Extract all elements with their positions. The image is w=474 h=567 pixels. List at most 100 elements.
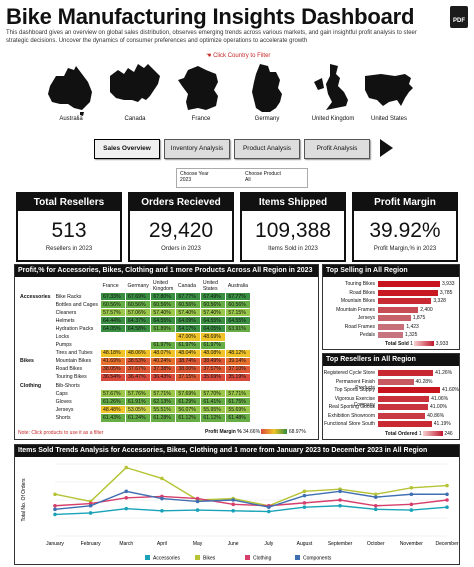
pdf-export-button[interactable]: PDF [450, 6, 468, 28]
heatmap-cell: 48.48% [99, 405, 126, 415]
series-point [124, 489, 129, 494]
bar-row[interactable]: Registered Cycle Store 41.26% [323, 370, 459, 377]
heatmap-cell: 36.54% [99, 372, 126, 383]
legend-label: Clothing [253, 556, 272, 562]
trend-panel: Items Sold Trends Analysis for Accessori… [14, 444, 460, 565]
series-point [409, 485, 414, 490]
y-axis-label: Total No. Of Orders [21, 478, 27, 522]
heatmap-cell: 64.55% [200, 316, 227, 326]
series-line [54, 490, 447, 511]
heatmap-product[interactable]: Gloves [52, 397, 101, 407]
heatmap-row[interactable]: Touring Bikes 36.54% 36.47% 36.43% 37.15% 35.… [17, 372, 252, 383]
heatmap-product[interactable]: Caps [52, 389, 101, 399]
heatmap-row[interactable]: Hydration Packs 64.05% 64.58% 61.89% 64.17% 6… [17, 324, 252, 334]
heatmap-category [17, 389, 54, 399]
country-canada[interactable]: Canada [108, 62, 162, 122]
bar-row[interactable]: Functional Store South 41.19% [323, 421, 459, 428]
heatmap-product[interactable]: Tires and Tubes [52, 348, 101, 358]
filter-hint: ☚ Click Country to Filter [206, 53, 271, 59]
bar-value: 3,328 [433, 298, 446, 304]
heatmap-product[interactable]: Locks [52, 332, 101, 342]
bar-value: 41.26% [435, 370, 453, 376]
series-point [373, 492, 378, 497]
series-line [54, 505, 448, 516]
bar-row[interactable]: Exhibition Showroom 40.86% [323, 412, 459, 420]
heatmap-product[interactable]: Shorts [52, 413, 101, 423]
bar-label: Registered Cycle Store [323, 370, 375, 376]
tab-inventory-analysis[interactable]: Inventory Analysis [164, 139, 230, 159]
heatmap-row[interactable]: Cleaners 57.57% 57.06% 57.40% 57.40% 57.40% 57… [17, 308, 252, 318]
series-point [160, 509, 164, 513]
top-resellers-title: Top Resellers in All Region [323, 354, 459, 366]
country-france[interactable]: France [174, 62, 228, 122]
heatmap-row[interactable]: Helmets 64.44% 64.37% 64.55% 64.09% 64.55% 64.… [17, 316, 252, 326]
bar-row[interactable]: Permanent Finish Products 40.28% [323, 378, 459, 391]
tab-profit-analysis[interactable]: Profit Analysis [304, 139, 370, 159]
country-united-states[interactable]: United States [360, 62, 418, 122]
heatmap-product[interactable]: Hydration Packs [52, 324, 101, 334]
bar-row[interactable]: Road Bikes 3,785 [323, 289, 459, 297]
heatmap-product[interactable]: Bottles and Cages [52, 300, 101, 310]
heatmap-row[interactable]: Tires and Tubes 48.18% 48.06% 48.07% 48.04% 4… [17, 348, 252, 358]
bar-row[interactable]: Real Sporting Goods 41.00% [323, 404, 459, 411]
heatmap-product[interactable]: Touring Bikes [52, 372, 101, 383]
heatmap-row[interactable]: Caps 57.67% 57.76% 57.71% 57.69% 57.70% 57.71% [17, 389, 252, 399]
top-selling-legend: Total Sold 1 3,933 [385, 341, 449, 347]
country-united-kingdom[interactable]: United Kingdom [304, 62, 362, 122]
heatmap-row[interactable]: Bikes Mountain Bikes 41.69% 38.53% 40.24% 38.… [17, 356, 252, 366]
heatmap-row[interactable]: Bottles and Cages 60.56% 60.56% 60.56% 60.56… [17, 300, 252, 310]
heatmap-cell: 67.49% [200, 291, 227, 302]
bar-row[interactable]: Pedals 1,325 [323, 332, 459, 339]
heatmap-row[interactable]: Locks 47.00% 48.69% [17, 332, 252, 342]
tab-sales-overview[interactable]: Sales Overview [94, 139, 160, 159]
heatmap-row[interactable]: Gloves 61.26% 61.91% 62.13% 61.29% 61.41% 61.7… [17, 397, 252, 407]
united-kingdom-map-icon [314, 64, 348, 110]
heatmap-cell: 37.10% [225, 364, 252, 374]
bar-row[interactable]: Mountain Frames 2,400 [323, 306, 459, 314]
heatmap-product[interactable]: Bike Racks [52, 291, 101, 302]
heatmap-row[interactable]: Jerseys 48.48% 53.05% 55.51% 56.07% 55.95% 55.… [17, 405, 252, 415]
heatmap-product[interactable]: Helmets [52, 316, 101, 326]
heatmap-cell: 61.97% [150, 340, 177, 350]
heatmap-cell: 64.17% [175, 324, 202, 334]
next-arrow-icon[interactable] [380, 139, 393, 157]
heatmap-product[interactable]: Mountain Bikes [52, 356, 101, 366]
heatmap-row[interactable]: Road Bikes 38.05% 37.67% 37.38% 38.00% 37.57%… [17, 364, 252, 374]
bar-row[interactable]: Road Frames 1,423 [323, 323, 459, 331]
heatmap-row[interactable]: Shorts 61.43% 61.24% 61.28% 61.12% 61.12% 61.4… [17, 413, 252, 423]
bar-row[interactable]: Touring Bikes 3,933 [323, 281, 459, 288]
heatmap-product[interactable]: Road Bikes [52, 364, 101, 374]
heatmap-column-header: Germany [127, 283, 149, 289]
heatmap-cell: 35.69% [200, 372, 227, 383]
country-germany[interactable]: Germany [240, 62, 294, 122]
heatmap-cell: 39.14% [225, 356, 252, 366]
bar-row[interactable]: Jerseys 1,875 [323, 315, 459, 322]
heatmap-row[interactable]: Pumps 61.97% 61.97% 61.97% [17, 340, 252, 350]
heatmap-product[interactable]: Bib-Shorts [52, 381, 101, 391]
heatmap-legend-gradient [261, 429, 288, 435]
heatmap-cell: 57.67% [99, 389, 126, 399]
heatmap-cell [124, 381, 152, 391]
bar-mark [378, 395, 430, 402]
heatmap-row[interactable]: Clothing Bib-Shorts [17, 381, 252, 391]
bar-label: Touring Bikes [344, 281, 375, 287]
heatmap-cell: 61.26% [99, 397, 126, 407]
series-point [267, 509, 271, 514]
heatmap-cell: 62.13% [150, 397, 177, 407]
country-australia[interactable]: Australia [44, 62, 98, 122]
product-select[interactable]: Choose Product All [245, 171, 281, 183]
page-title: Bike Manufacturing Insights Dashboard [6, 4, 415, 29]
series-point [409, 502, 414, 507]
heatmap-product[interactable]: Cleaners [52, 308, 101, 318]
bar-row[interactable]: Top Sports Supply 41.60% [323, 387, 459, 394]
heatmap-cell: 38.53% [124, 356, 152, 366]
heatmap-row[interactable]: Accessories Bike Racks 67.33% 67.69% 67.80% 6… [17, 291, 252, 302]
bar-row[interactable]: Vigorous Exercise Company 41.06% [323, 395, 459, 408]
tab-product-analysis[interactable]: Product Analysis [234, 139, 300, 159]
heatmap-product[interactable]: Jerseys [52, 405, 101, 415]
heatmap-product[interactable]: Pumps [52, 340, 101, 350]
bar-row[interactable]: Mountain Bikes 3,328 [323, 298, 459, 305]
heatmap-column-header: United Kingdom [152, 280, 174, 292]
year-select[interactable]: Choose Year 2023 [180, 171, 209, 183]
heatmap-cell: 61.91% [124, 397, 152, 407]
